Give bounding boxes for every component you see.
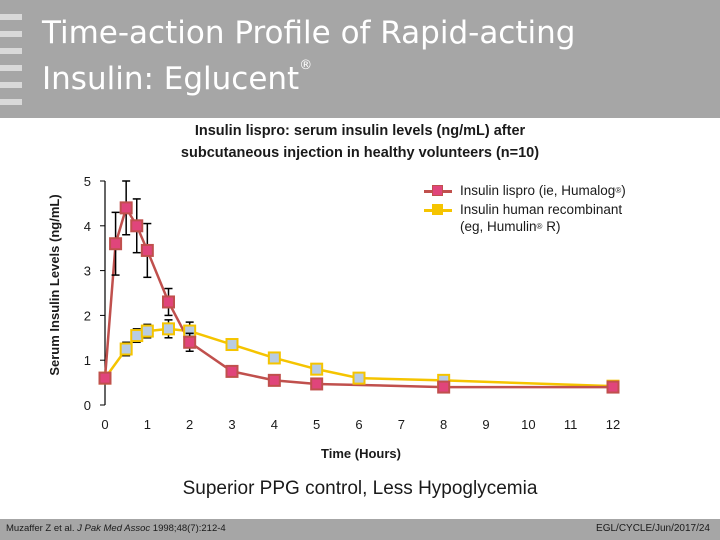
legend-label-human-line1: Insulin human recombinant	[460, 202, 623, 217]
data-point-1	[267, 351, 281, 365]
slide-title-line2: Insulin: Eglucent®	[42, 56, 682, 102]
legend-label-human-b: R)	[542, 219, 561, 234]
x-tick-label: 5	[313, 417, 320, 432]
slide-title: Time-action Profile of Rapid-acting Insu…	[42, 10, 682, 102]
y-tick-label: 0	[84, 398, 91, 413]
data-point-0	[437, 380, 451, 394]
data-point-0	[183, 335, 197, 349]
x-tick-label: 11	[564, 417, 578, 432]
x-tick-label: 2	[186, 417, 193, 432]
citation: Muzaffer Z et al. J Pak Med Assoc 1998;4…	[6, 523, 226, 534]
title-bar: Time-action Profile of Rapid-acting Insu…	[0, 0, 720, 118]
data-point-1	[140, 324, 154, 338]
legend-swatch-lispro	[424, 184, 452, 198]
data-point-0	[310, 377, 324, 391]
y-tick-label: 2	[84, 308, 91, 323]
y-tick-label: 5	[84, 174, 91, 189]
x-tick-label: 10	[521, 417, 535, 432]
x-tick-label: 7	[398, 417, 405, 432]
chart-title-line2: subcutaneous injection in healthy volunt…	[180, 145, 540, 161]
data-point-0	[119, 201, 133, 215]
data-point-0	[267, 373, 281, 387]
legend-label-lispro: Insulin lispro (ie, Humalog	[460, 183, 616, 198]
legend-label-lispro-end: )	[621, 183, 626, 198]
x-axis-title: Time (Hours)	[321, 446, 401, 461]
data-point-0	[140, 243, 154, 257]
data-point-0	[225, 364, 239, 378]
y-tick-label: 3	[84, 264, 91, 279]
headline: Superior PPG control, Less Hypoglycemia	[182, 478, 538, 499]
legend-label-human-a: (eg, Humulin	[460, 219, 537, 234]
chart-legend: Insulin lispro (ie, Humalog®) Insulin hu…	[424, 182, 704, 237]
data-point-1	[310, 362, 324, 376]
data-point-1	[130, 329, 144, 343]
data-point-0	[162, 295, 175, 309]
x-tick-label: 1	[144, 417, 151, 432]
chart-title: Insulin lispro: serum insulin levels (ng…	[110, 120, 610, 164]
slide-title-line1: Time-action Profile of Rapid-acting	[42, 15, 576, 51]
x-tick-label: 12	[606, 417, 620, 432]
legend-swatch-human	[424, 203, 452, 217]
x-tick-label: 9	[482, 417, 489, 432]
data-point-1	[119, 342, 133, 356]
citation-authors: Muzaffer Z et al.	[6, 523, 78, 534]
legend-item-human: Insulin human recombinant (eg, Humulin® …	[424, 201, 704, 235]
slide-title-line2-text: Insulin: Eglucent	[42, 61, 300, 97]
x-tick-label: 6	[355, 417, 362, 432]
footer-bar: Muzaffer Z et al. J Pak Med Assoc 1998;4…	[0, 519, 720, 540]
x-tick-label: 4	[271, 417, 278, 432]
data-point-0	[109, 237, 123, 251]
data-point-0	[98, 371, 112, 385]
chart-title-line1: Insulin lispro: serum insulin levels (ng…	[194, 123, 526, 139]
data-point-1	[225, 338, 239, 352]
citation-journal: J Pak Med Assoc	[77, 523, 151, 534]
decorative-stripes	[0, 14, 22, 116]
y-tick-label: 4	[84, 219, 91, 234]
x-tick-label: 3	[228, 417, 235, 432]
data-point-1	[162, 322, 175, 336]
citation-details: 1998;48(7):212-4	[150, 523, 226, 534]
legend-item-lispro: Insulin lispro (ie, Humalog®)	[424, 182, 704, 199]
legend-mark-lispro: ®	[615, 186, 622, 195]
data-point-0	[130, 219, 144, 233]
slide-code: EGL/CYCLE/Jun/2017/24	[596, 523, 710, 534]
legend-label-human-line2: (eg, Humulin® R)	[460, 218, 704, 235]
legend-mark-human: ®	[536, 222, 543, 231]
data-point-1	[352, 371, 366, 385]
data-point-0	[606, 380, 620, 394]
registered-mark: ®	[299, 58, 313, 73]
x-tick-label: 0	[101, 417, 108, 432]
y-axis-title: Serum Insulin Levels (ng/mL)	[47, 194, 62, 375]
x-tick-label: 8	[440, 417, 447, 432]
y-tick-label: 1	[84, 353, 91, 368]
